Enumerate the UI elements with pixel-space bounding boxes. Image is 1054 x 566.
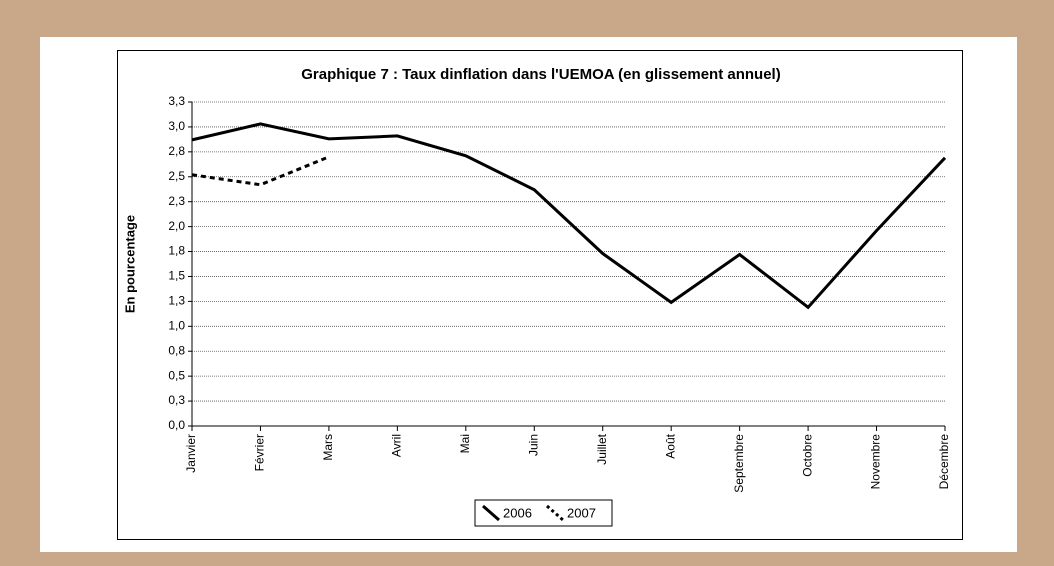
x-tick-label: Novembre [869,434,883,490]
y-tick-label: 1,3 [168,294,185,308]
x-tick-label: Mai [458,434,472,453]
x-tick-label: Février [253,434,267,471]
series-line [191,155,330,187]
y-axis-title: En pourcentage [122,215,137,313]
y-tick-label: 3,0 [168,119,185,133]
legend-box [474,499,613,527]
y-tick-label: 3,3 [168,94,185,108]
x-tick-label: Septembre [732,434,746,493]
x-tick-label: Octobre [800,434,814,477]
y-tick-label: 2,0 [168,219,185,233]
series-line [191,122,947,310]
y-tick-label: 2,5 [168,169,185,183]
y-tick-label: 2,3 [168,194,185,208]
y-tick-label: 0,8 [168,343,185,357]
y-tick-label: 1,8 [168,244,185,258]
y-tick-label: 0,0 [168,418,185,432]
chart-frame [117,50,963,540]
y-tick-label: 2,8 [168,144,185,158]
y-tick-label: 0,3 [168,393,185,407]
y-tick-label: 1,5 [168,269,185,283]
y-tick-label: 1,0 [168,318,185,332]
x-tick-label: Juin [526,434,540,456]
x-tick-label: Décembre [937,434,951,490]
x-tick-label: Juillet [595,433,609,464]
y-tick-label: 0,5 [168,368,185,382]
x-tick-label: Mars [321,434,335,461]
x-tick-label: Janvier [184,434,198,473]
x-tick-label: Avril [390,434,404,457]
x-tick-label: Août [663,433,677,458]
legend-label: 2006 [503,505,532,520]
legend-swatch [482,504,500,522]
legend-label: 2007 [567,505,596,520]
chart-title: Graphique 7 : Taux dinflation dans l'UEM… [301,66,780,83]
